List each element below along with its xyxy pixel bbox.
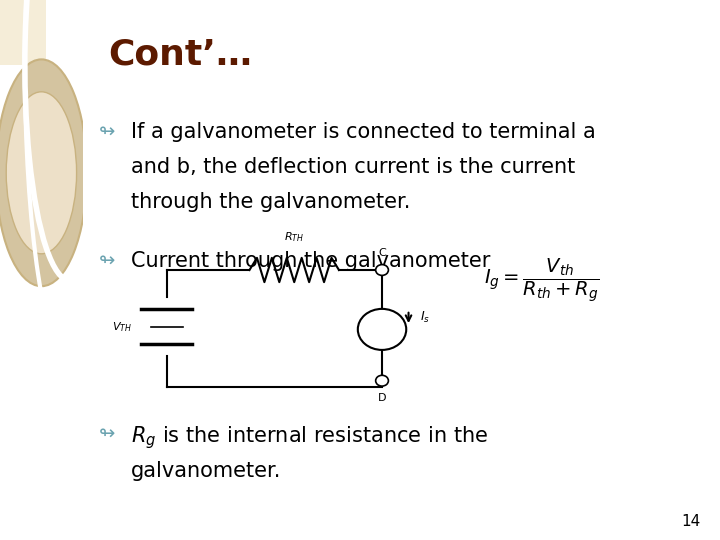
Circle shape [376, 265, 388, 275]
Text: and b, the deflection current is the current: and b, the deflection current is the cur… [130, 157, 575, 177]
Ellipse shape [6, 92, 76, 254]
Text: $R_g$ is the internal resistance in the: $R_g$ is the internal resistance in the [130, 424, 488, 451]
Text: ↬: ↬ [99, 251, 115, 270]
Text: ↬: ↬ [99, 424, 115, 443]
Text: 14: 14 [682, 514, 701, 529]
Text: $R_{TH}$: $R_{TH}$ [284, 230, 305, 244]
Text: $V_{TH}$: $V_{TH}$ [112, 320, 132, 334]
Circle shape [376, 375, 388, 386]
Text: $I_g = \dfrac{V_{th}}{R_{th} + R_g}$: $I_g = \dfrac{V_{th}}{R_{th} + R_g}$ [485, 256, 600, 305]
Text: C: C [378, 248, 386, 258]
Text: $I_s$: $I_s$ [420, 310, 430, 326]
Text: galvanometer.: galvanometer. [130, 461, 281, 481]
Text: Cont’…: Cont’… [108, 38, 252, 72]
Text: If a galvanometer is connected to terminal a: If a galvanometer is connected to termin… [130, 122, 595, 141]
Text: Current through the galvanometer: Current through the galvanometer [130, 251, 490, 271]
FancyBboxPatch shape [0, 0, 45, 65]
Text: G: G [377, 323, 387, 336]
Text: ↬: ↬ [99, 122, 115, 140]
Circle shape [358, 309, 406, 350]
Ellipse shape [0, 59, 87, 286]
Text: D: D [378, 393, 386, 403]
Text: through the galvanometer.: through the galvanometer. [130, 192, 410, 212]
